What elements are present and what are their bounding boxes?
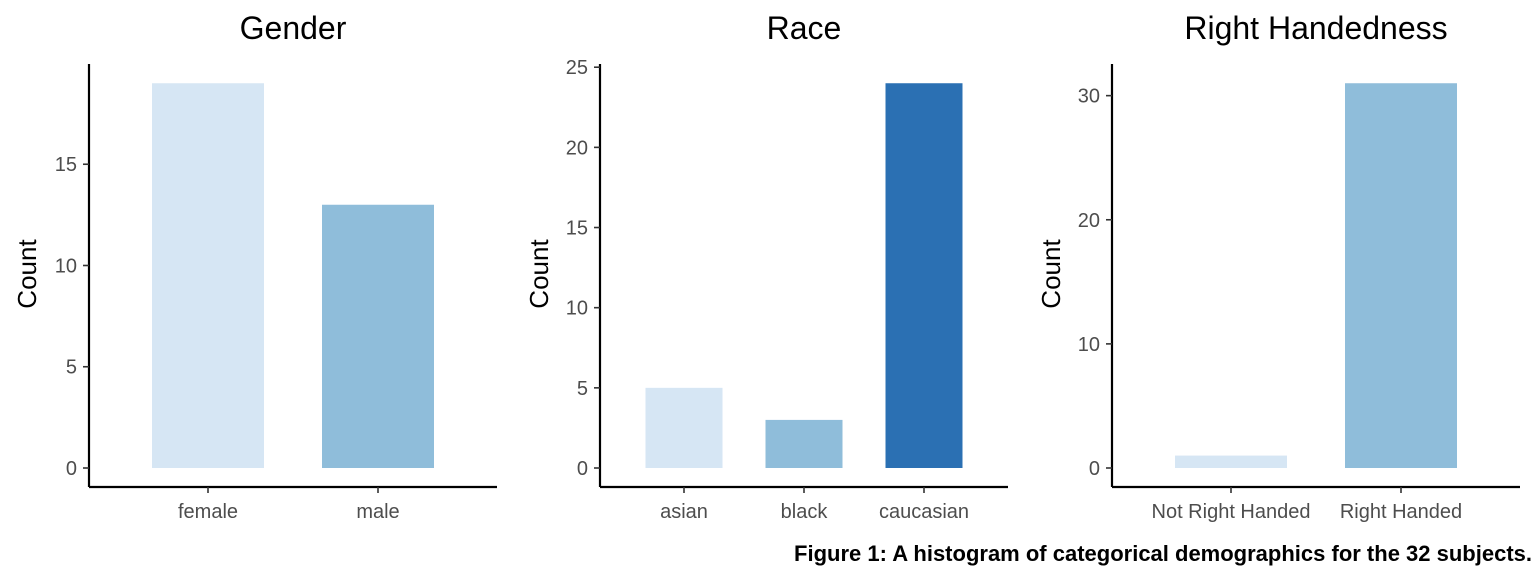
chart-title: Right Handedness xyxy=(1184,10,1447,46)
y-tick-label: 0 xyxy=(1089,458,1100,480)
x-tick-label: Not Right Handed xyxy=(1152,501,1311,523)
x-tick-label: asian xyxy=(660,501,708,523)
y-axis-label: Count xyxy=(1036,239,1066,309)
y-tick-label: 5 xyxy=(66,357,77,379)
y-tick-label: 5 xyxy=(577,378,588,400)
y-axis-label: Count xyxy=(524,239,554,309)
x-tick-label: black xyxy=(781,501,829,523)
y-tick-label: 10 xyxy=(566,298,588,320)
chart-title: Race xyxy=(767,10,842,46)
y-tick-label: 15 xyxy=(55,154,77,176)
bar-asian xyxy=(645,387,723,468)
y-tick-label: 20 xyxy=(1078,210,1100,232)
chart-title: Gender xyxy=(240,10,347,46)
bar-right-handed xyxy=(1345,83,1457,468)
charts-figure: Gender Count 0 5 10 15 female male Race Count 0 5 10… xyxy=(12,10,1520,523)
bar-female xyxy=(152,83,264,468)
x-tick-label: Right Handed xyxy=(1340,501,1462,523)
y-axis-label: Count xyxy=(12,239,42,309)
bar-not-right-handed xyxy=(1175,455,1287,468)
y-tick-label: 15 xyxy=(566,218,588,240)
bar-male xyxy=(322,204,434,468)
bar-black xyxy=(765,419,843,468)
y-tick-label: 10 xyxy=(55,255,77,277)
y-tick-label: 25 xyxy=(566,57,588,79)
y-tick-label: 10 xyxy=(1078,334,1100,356)
x-tick-label: male xyxy=(356,501,399,523)
y-tick-label: 30 xyxy=(1078,86,1100,108)
y-tick-label: 0 xyxy=(66,458,77,480)
x-tick-label: caucasian xyxy=(879,501,969,523)
x-tick-label: female xyxy=(178,501,238,523)
y-tick-label: 20 xyxy=(566,137,588,159)
bar-caucasian xyxy=(885,83,963,468)
y-tick-label: 0 xyxy=(577,458,588,480)
figure-caption: Figure 1: A histogram of categorical dem… xyxy=(794,541,1532,566)
